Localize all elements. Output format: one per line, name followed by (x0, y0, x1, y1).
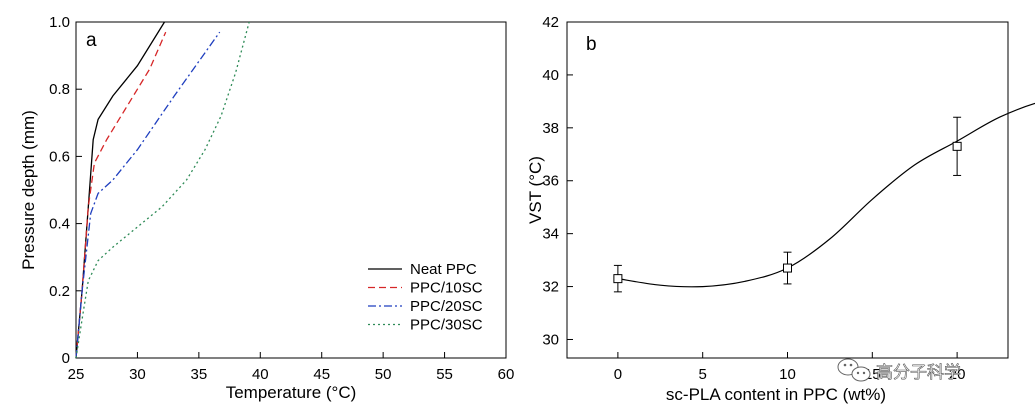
panel-b-points (613, 116, 962, 293)
panel-a-y-tick-label: 0.2 (49, 283, 70, 300)
panel-a-x-ticks: 25 30 35 40 45 50 55 60 (68, 352, 515, 383)
panel-b-x-ticks: 0 5 10 15 20 (614, 352, 966, 383)
legend-label: PPC/10SC (410, 280, 483, 297)
panel-a-frame (75, 21, 507, 359)
panel-b-x-tick-label: 10 (779, 366, 796, 383)
panel-b-y-tick-label: 34 (542, 226, 559, 243)
data-point (783, 251, 792, 285)
data-point (952, 116, 962, 176)
panel-a-series (75, 21, 250, 359)
panel-b-y-tick-label: 42 (542, 14, 559, 31)
panel-b-y-tick-label: 36 (542, 173, 559, 190)
legend-label: PPC/30SC (410, 317, 483, 334)
panel-a-x-tick-label: 30 (129, 366, 146, 383)
data-point (613, 264, 623, 293)
panel-b-y-tick-label: 38 (542, 120, 559, 137)
panel-a-y-label: Pressure depth (mm) (19, 110, 38, 270)
panel-b-y-label: VST (°C) (526, 156, 545, 224)
panel-a-y-ticks: 0 0.2 0.4 0.6 0.8 1.0 (49, 14, 82, 367)
square-marker (613, 274, 623, 284)
legend-label: Neat PPC (410, 261, 477, 278)
panel-a-x-tick-label: 35 (191, 366, 208, 383)
panel-b-fit-curve (617, 102, 1035, 288)
panel-b-y-ticks: 30 32 34 36 38 40 42 (542, 14, 573, 348)
series-line-ppc-30sc (75, 21, 250, 359)
panel-a-y-tick-label: 1.0 (49, 14, 70, 31)
panel-a-x-tick-label: 55 (436, 366, 453, 383)
panel-b-label: b (586, 34, 597, 55)
wechat-icon (837, 358, 871, 382)
panel-b-x-tick-label: 0 (614, 366, 622, 383)
series-line-ppc-20sc (75, 31, 221, 359)
panel-b-frame (566, 21, 1009, 359)
watermark: 高分子科学 (837, 358, 961, 382)
panel-b-fit-curve-group (617, 102, 1035, 288)
series-line-neat-ppc (75, 21, 166, 359)
panel-a-y-tick-label: 0.8 (49, 81, 70, 98)
panel-a-x-tick-label: 45 (313, 366, 330, 383)
panel-a-x-tick-label: 40 (252, 366, 269, 383)
legend-label: PPC/20SC (410, 298, 483, 315)
panel-a-y-tick-label: 0.6 (49, 148, 70, 165)
square-marker (783, 263, 792, 273)
panel-b-y-tick-label: 30 (542, 331, 559, 348)
panel-b-x-tick-label: 20 (949, 366, 966, 383)
panel-a-x-tick-label: 50 (375, 366, 392, 383)
panel-a-y-tick-label: 0 (62, 350, 70, 367)
panel-a: a 25 30 35 40 45 50 55 60 0 0.2 0.4 0.6 0.8 1.0 Temp… (19, 14, 514, 402)
panel-b-x-tick-label: 5 (699, 366, 707, 383)
square-marker (952, 141, 962, 151)
panel-a-y-tick-label: 0.4 (49, 216, 70, 233)
panel-a-x-tick-label: 25 (68, 366, 85, 383)
panel-a-x-tick-label: 60 (498, 366, 515, 383)
watermark-text: 高分子科学 (876, 363, 961, 382)
panel-a-x-label: Temperature (°C) (226, 383, 357, 402)
panel-b-x-label: sc-PLA content in PPC (wt%) (666, 385, 886, 404)
panel-b-y-tick-label: 32 (542, 279, 559, 296)
panel-a-label: a (86, 30, 97, 51)
panel-b-y-tick-label: 40 (542, 67, 559, 84)
